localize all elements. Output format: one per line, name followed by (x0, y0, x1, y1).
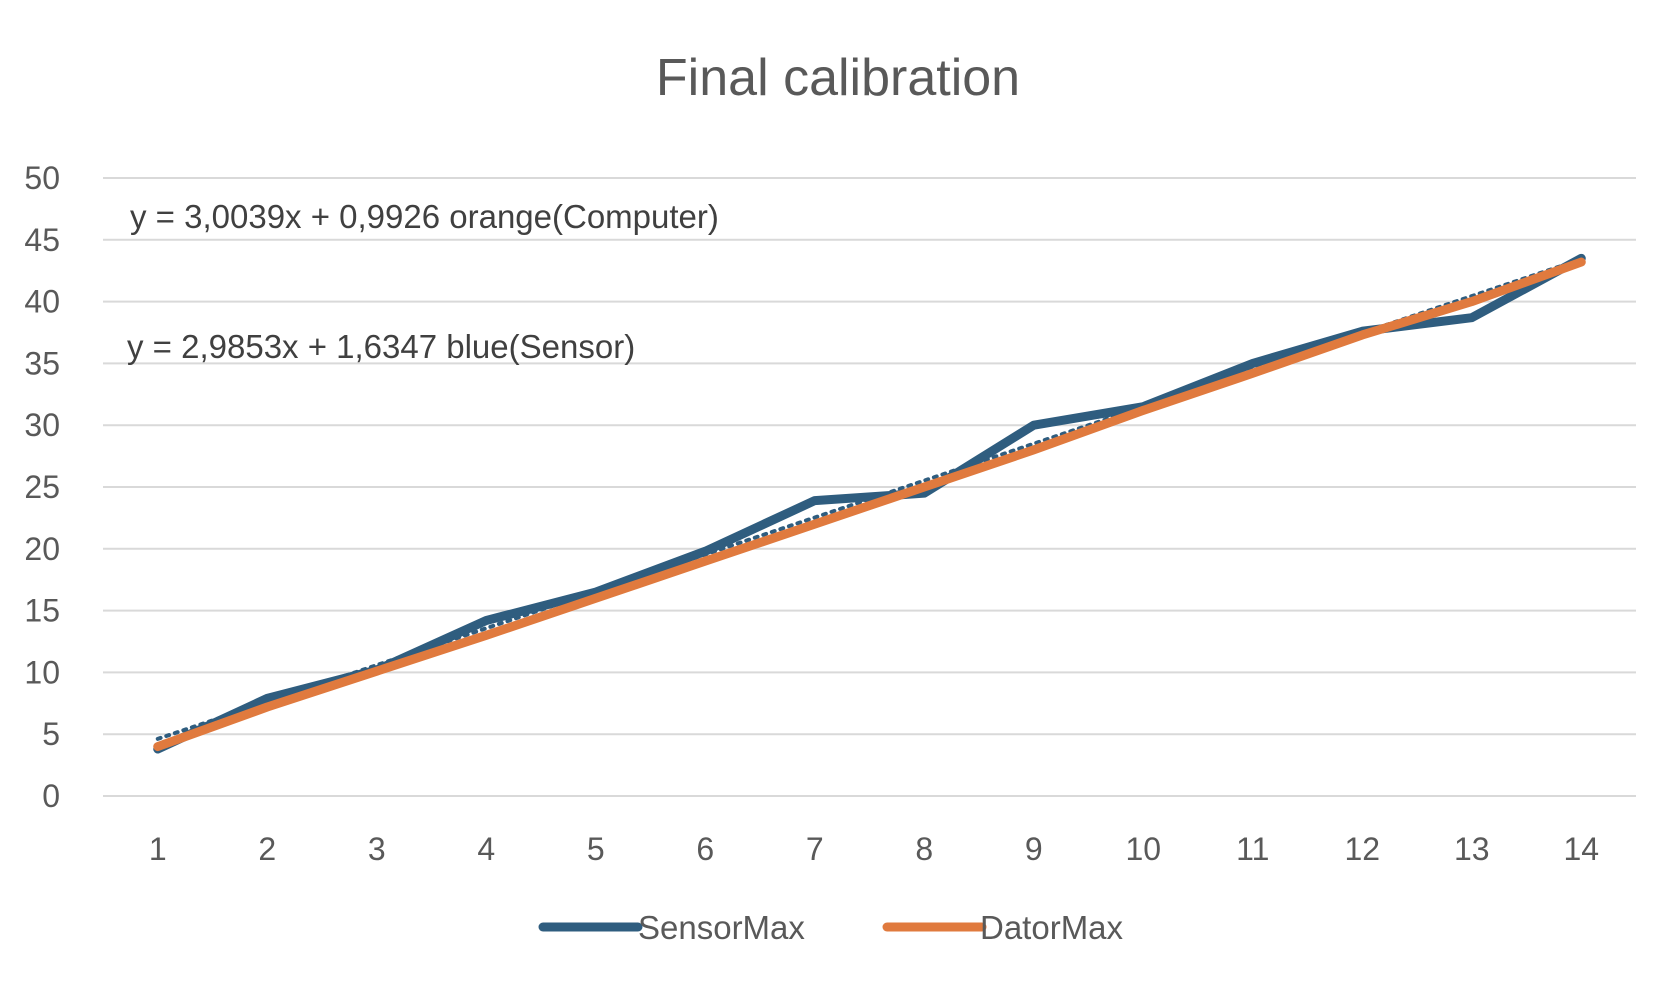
x-tick-label: 2 (258, 831, 276, 867)
y-tick-label: 40 (24, 284, 60, 320)
x-tick-label: 4 (477, 831, 495, 867)
y-tick-label: 50 (24, 160, 60, 196)
x-tick-label: 1 (149, 831, 167, 867)
x-tick-label: 14 (1563, 831, 1599, 867)
y-tick-label: 15 (24, 593, 60, 629)
gridlines (103, 177, 1636, 797)
chart-title: Final calibration (656, 49, 1020, 107)
legend-label-sensormax: SensorMax (638, 909, 805, 946)
y-tick-label: 0 (42, 778, 60, 814)
y-tick-label: 25 (24, 469, 60, 505)
y-tick-label: 5 (42, 716, 60, 752)
x-tick-label: 10 (1125, 831, 1161, 867)
y-tick-label: 20 (24, 531, 60, 567)
x-tick-label: 3 (368, 831, 386, 867)
x-tick-label: 5 (587, 831, 605, 867)
series-line-datormax (153, 257, 1586, 752)
x-tick-label: 7 (806, 831, 824, 867)
annotation-computer-equation: y = 3,0039x + 0,9926 orange(Computer) (130, 198, 719, 235)
x-axis-ticks: 1 2 3 4 5 6 7 8 9 10 11 12 13 14 (149, 831, 1599, 867)
x-tick-label: 13 (1454, 831, 1490, 867)
series-lines (153, 253, 1586, 754)
x-tick-label: 6 (696, 831, 714, 867)
y-tick-label: 10 (24, 654, 60, 690)
y-tick-label: 45 (24, 222, 60, 258)
legend: SensorMax DatorMax (538, 909, 1124, 946)
y-tick-label: 30 (24, 407, 60, 443)
annotation-sensor-equation: y = 2,9853x + 1,6347 blue(Sensor) (127, 328, 635, 365)
x-tick-label: 11 (1236, 831, 1269, 867)
x-tick-label: 12 (1344, 831, 1380, 867)
x-tick-label: 9 (1025, 831, 1043, 867)
legend-label-datormax: DatorMax (980, 909, 1124, 946)
x-tick-label: 8 (915, 831, 933, 867)
y-tick-label: 35 (24, 345, 60, 381)
y-axis-ticks: 0 5 10 15 20 25 30 35 40 45 50 (24, 160, 60, 814)
